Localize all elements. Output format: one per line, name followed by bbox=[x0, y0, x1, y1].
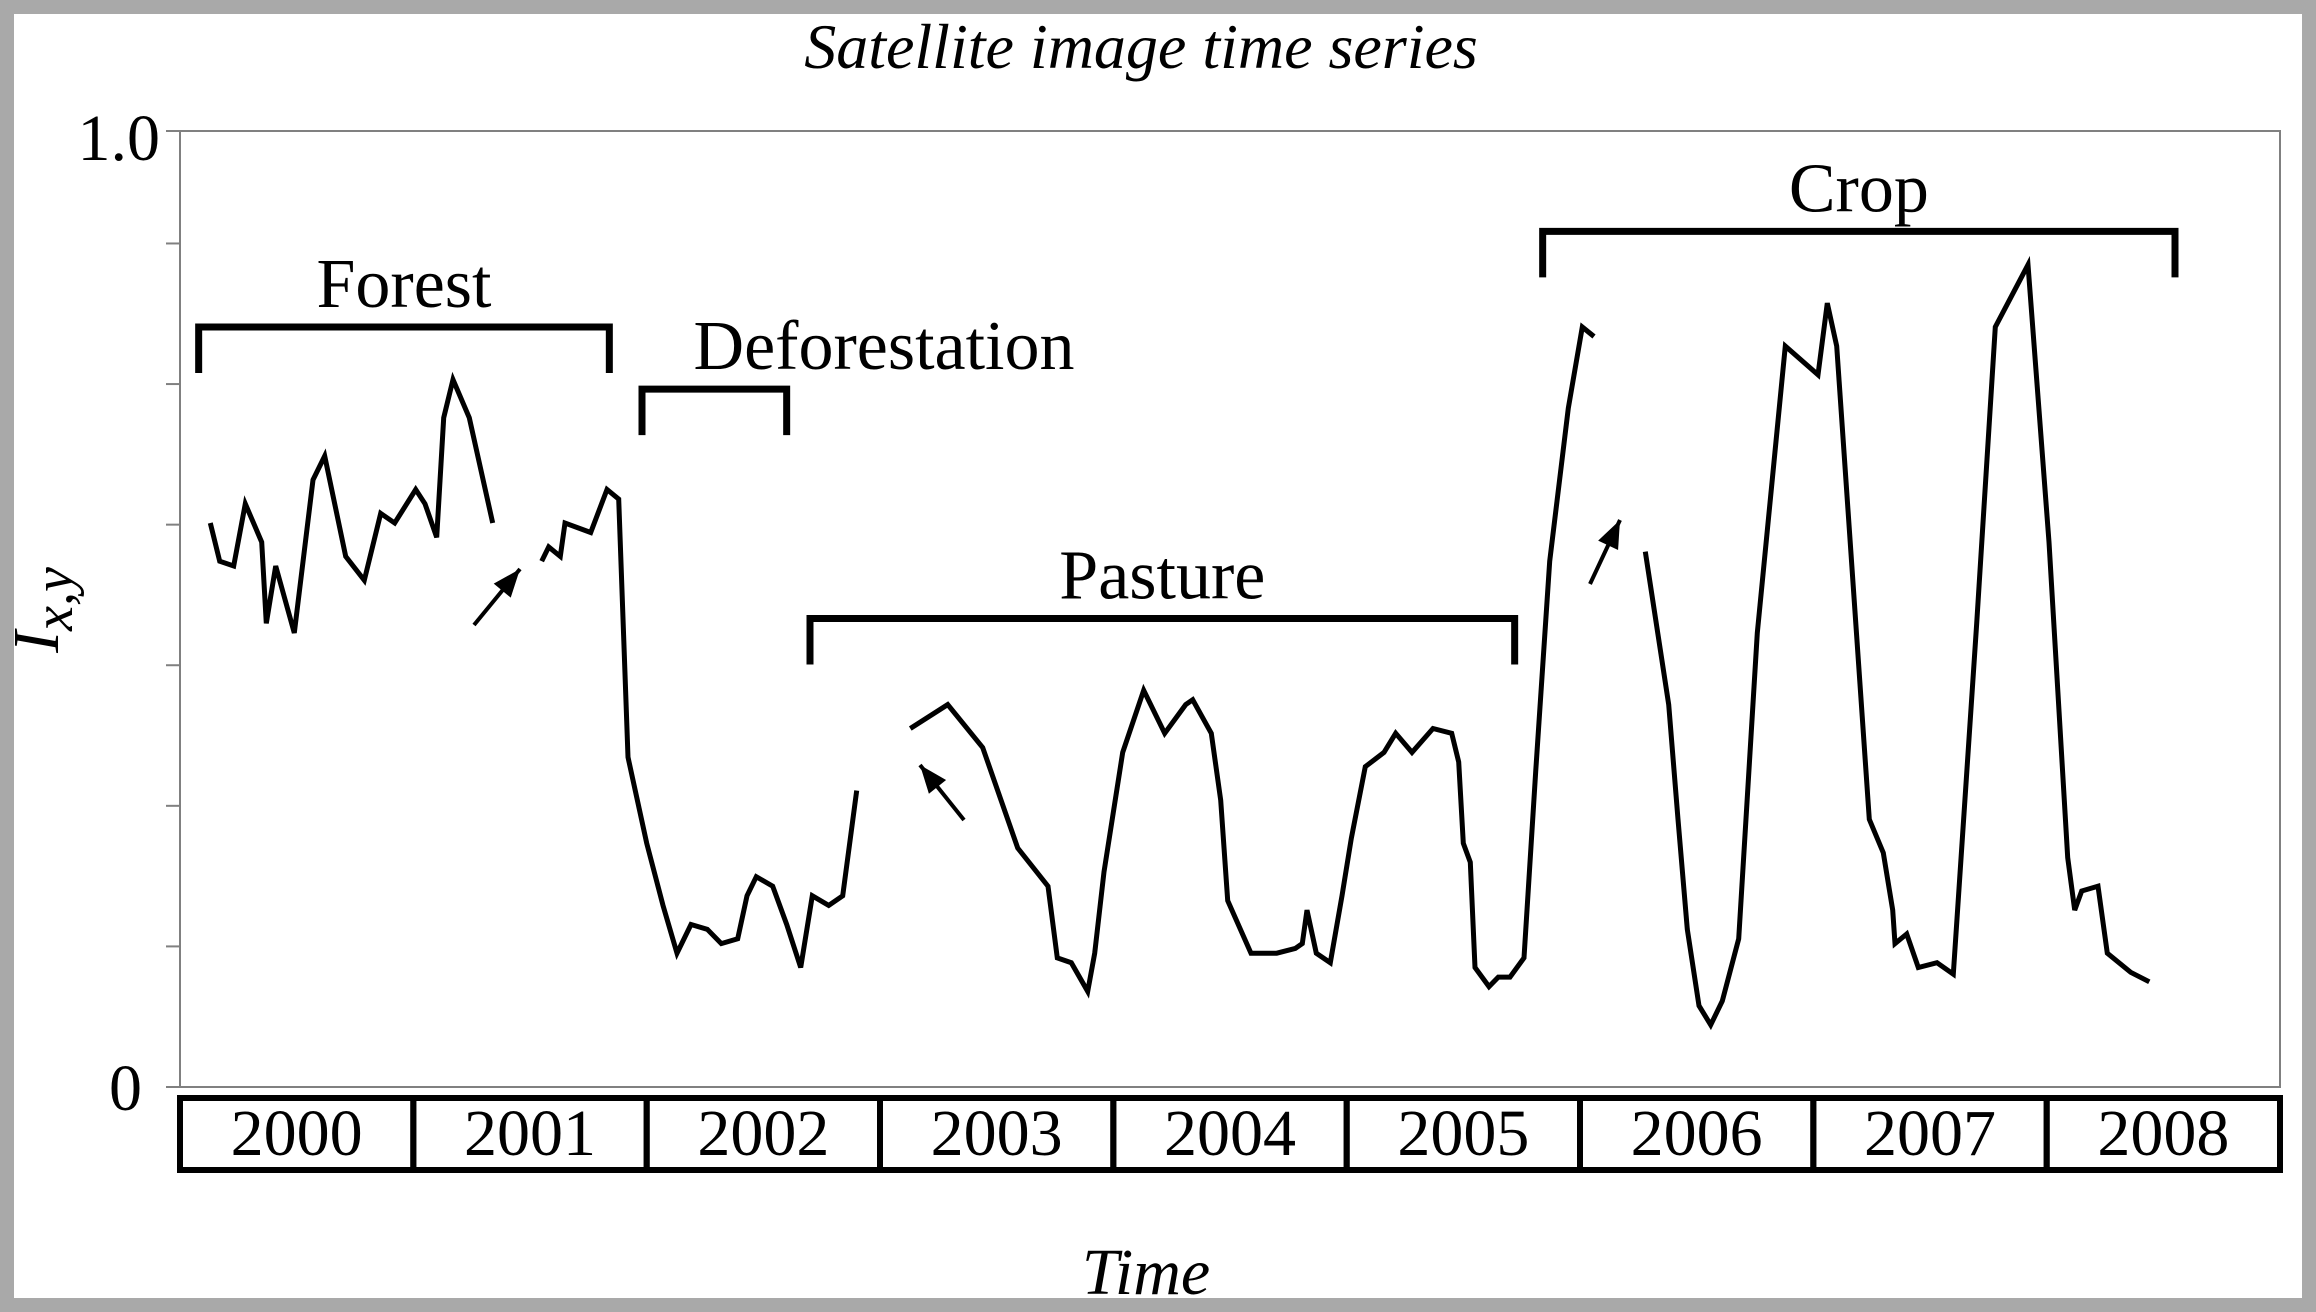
y-axis bbox=[166, 130, 181, 1088]
y-axis-label: Ix,y bbox=[0, 567, 85, 654]
series-line bbox=[1642, 255, 2151, 1031]
annotation-label: Deforestation bbox=[694, 308, 1075, 385]
annotation-label: Pasture bbox=[1059, 538, 1265, 615]
data-series bbox=[207, 255, 2151, 1031]
annotation-label: Crop bbox=[1789, 150, 1929, 227]
x-tick-label: 2006 bbox=[1631, 1097, 1763, 1170]
x-tick-label: 2007 bbox=[1864, 1097, 1996, 1170]
gap-arrows bbox=[472, 519, 1622, 822]
y-axis-label-main: I bbox=[0, 628, 73, 654]
x-tick-label: 2000 bbox=[231, 1097, 363, 1170]
x-axis-label: Time bbox=[1082, 1236, 1210, 1309]
series-line bbox=[539, 485, 860, 969]
annotation-bracket bbox=[806, 615, 1519, 665]
gap-arrow-head bbox=[493, 569, 520, 598]
svg-text:Ix,y: Ix,y bbox=[0, 567, 85, 654]
annotation-brackets: Forest Deforestation Pasture Crop bbox=[195, 150, 2179, 665]
series-line bbox=[908, 322, 1596, 999]
x-tick-label: 2002 bbox=[697, 1097, 829, 1170]
chart-title: Satellite image time series bbox=[804, 11, 1478, 82]
x-tick-label: 2004 bbox=[1164, 1097, 1296, 1170]
year-boxes: 2000 2001 2002 2003 2004 2005 2006 2007 2008 bbox=[177, 1095, 2283, 1173]
x-tick-label: 2001 bbox=[464, 1097, 596, 1170]
annotation-bracket bbox=[1539, 227, 2179, 278]
annotation-bracket bbox=[638, 385, 791, 436]
y-axis-label-subscript: x,y bbox=[23, 567, 85, 632]
y-tick-label-max: 1.0 bbox=[78, 102, 161, 175]
annotation-bracket bbox=[195, 323, 613, 373]
y-tick-label-min: 0 bbox=[109, 1052, 142, 1125]
x-tick-label: 2005 bbox=[1397, 1097, 1529, 1170]
annotation-label: Forest bbox=[317, 246, 493, 323]
gap-arrow-head bbox=[1598, 520, 1620, 551]
series-line bbox=[207, 371, 496, 634]
gap-arrow-head bbox=[920, 765, 947, 794]
x-tick-label: 2008 bbox=[2097, 1097, 2229, 1170]
x-tick-label: 2003 bbox=[931, 1097, 1063, 1170]
year-box bbox=[2043, 1095, 2283, 1173]
